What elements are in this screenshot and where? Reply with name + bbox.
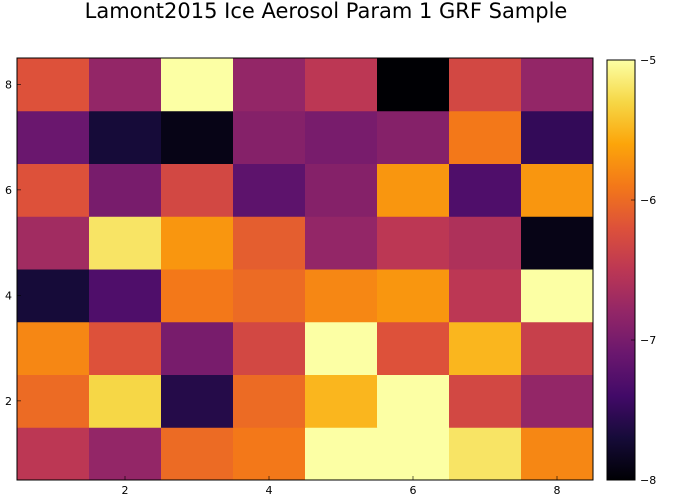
heatmap-cell [89,374,162,428]
heatmap-cell [233,110,306,164]
heatmap-cell [233,269,306,323]
heatmap-cell [305,110,378,164]
heatmap-cell [449,163,522,217]
heatmap-cell [161,163,234,217]
heatmap-cell [305,163,378,217]
heatmap-cell [377,427,450,481]
heatmap-cell [449,321,522,375]
x-tick-label: 6 [410,484,417,497]
heatmap-cell [161,269,234,323]
heatmap-cell [305,269,378,323]
heatmap-cell [161,216,234,270]
heatmap-cell [305,216,378,270]
heatmap-cell [17,163,90,217]
heatmap-cell [449,110,522,164]
y-tick-label: 2 [5,395,12,408]
x-tick-label: 8 [554,484,561,497]
heatmap-cell [449,269,522,323]
heatmap-cell [233,163,306,217]
heatmap-cell [377,374,450,428]
heatmap-cell [305,321,378,375]
heatmap-cell [17,110,90,164]
heatmap-cell [521,321,594,375]
heatmap-cell [521,427,594,481]
colorbar-ticks: −8 −7 −6 −5 [631,54,656,487]
heatmap-cell [233,216,306,270]
heatmap-cell [161,58,234,112]
colorbar-tick-label: −8 [640,474,656,487]
heatmap-cell [449,58,522,112]
heatmap-cell [161,321,234,375]
y-tick-label: 6 [5,184,12,197]
heatmap-cell [521,110,594,164]
heatmap-cell [305,374,378,428]
heatmap-cell [521,216,594,270]
heatmap-cells [17,58,594,481]
heatmap-cell [521,58,594,112]
heatmap-cell [17,374,90,428]
heatmap-cell [377,58,450,112]
heatmap-cell [521,269,594,323]
heatmap-cell [521,163,594,217]
heatmap-cell [17,216,90,270]
heatmap-cell [233,321,306,375]
heatmap-cell [161,427,234,481]
colorbar-tick-label: −6 [640,194,656,207]
heatmap-cell [17,269,90,323]
heatmap-cell [17,427,90,481]
colorbar [606,59,636,481]
heatmap-cell [449,427,522,481]
y-tick-label: 4 [5,289,12,302]
heatmap-cell [17,321,90,375]
plot-frame [16,57,594,481]
chart-title: Lamont2015 Ice Aerosol Param 1 GRF Sampl… [85,0,568,23]
heatmap-cell [449,374,522,428]
heatmap-cell [89,269,162,323]
heatmap-cell [89,163,162,217]
heatmap-cell [89,216,162,270]
heatmap-cell [449,216,522,270]
heatmap-cell [377,110,450,164]
x-tick-label: 4 [266,484,273,497]
heatmap-cell [377,269,450,323]
colorbar-tick-label: −7 [640,334,656,347]
colorbar-tick-label: −5 [640,54,656,67]
heatmap-cell [305,427,378,481]
heatmap-cell [233,374,306,428]
heatmap-cell [377,163,450,217]
heatmap-cell [17,58,90,112]
x-axis-ticks: 2 4 6 8 [122,476,561,497]
heatmap-cell [161,110,234,164]
x-tick-label: 2 [122,484,129,497]
heatmap-cell [305,58,378,112]
heatmap-cell [521,374,594,428]
heatmap-cell [233,427,306,481]
heatmap-cell [377,321,450,375]
heatmap-cell [161,374,234,428]
y-axis-ticks: 2 4 6 8 [5,78,21,408]
y-tick-label: 8 [5,78,12,91]
heatmap-cell [233,58,306,112]
heatmap-cell [89,321,162,375]
heatmap-cell [89,58,162,112]
heatmap-cell [377,216,450,270]
heatmap-cell [89,427,162,481]
heatmap-cell [89,110,162,164]
